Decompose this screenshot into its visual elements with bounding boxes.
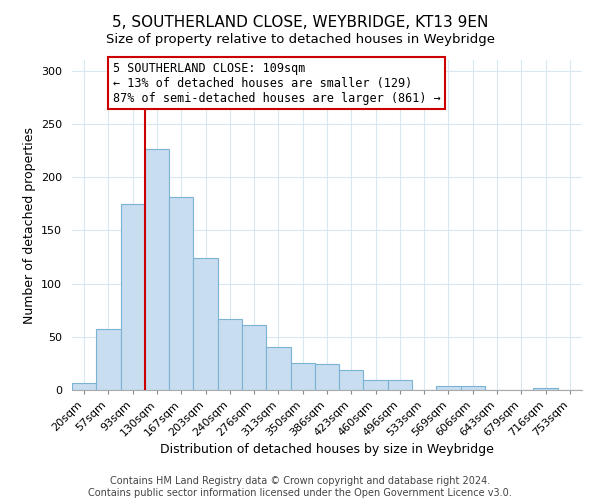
Bar [339,370,364,390]
Bar [72,382,96,390]
Bar [242,325,266,390]
Bar [290,364,315,390]
Text: Contains HM Land Registry data © Crown copyright and database right 2024.
Contai: Contains HM Land Registry data © Crown c… [88,476,512,498]
Y-axis label: Number of detached properties: Number of detached properties [23,126,35,324]
Bar [193,258,218,390]
Bar [315,364,339,390]
Text: 5, SOUTHERLAND CLOSE, WEYBRIDGE, KT13 9EN: 5, SOUTHERLAND CLOSE, WEYBRIDGE, KT13 9E… [112,15,488,30]
Bar [266,348,290,390]
Bar [364,380,388,390]
Bar [461,386,485,390]
Bar [169,198,193,390]
Bar [533,388,558,390]
Text: 5 SOUTHERLAND CLOSE: 109sqm
← 13% of detached houses are smaller (129)
87% of se: 5 SOUTHERLAND CLOSE: 109sqm ← 13% of det… [113,62,440,104]
Bar [145,150,169,390]
Bar [388,380,412,390]
Bar [436,386,461,390]
Bar [96,330,121,390]
Bar [121,204,145,390]
Bar [218,318,242,390]
X-axis label: Distribution of detached houses by size in Weybridge: Distribution of detached houses by size … [160,444,494,456]
Text: Size of property relative to detached houses in Weybridge: Size of property relative to detached ho… [106,32,494,46]
